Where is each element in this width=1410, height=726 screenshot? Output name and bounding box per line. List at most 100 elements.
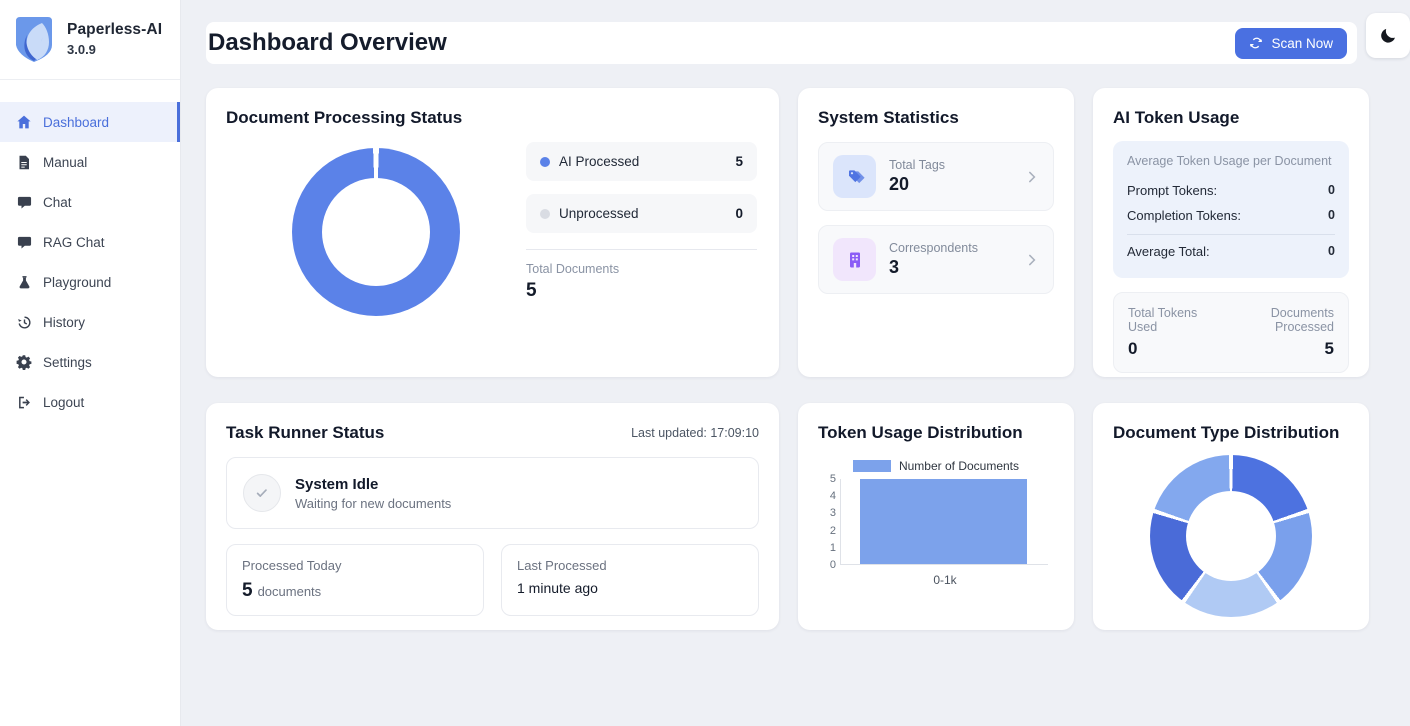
sidebar-item-playground[interactable]: Playground <box>0 262 180 302</box>
sidebar-item-dashboard[interactable]: Dashboard <box>0 102 180 142</box>
logout-icon <box>16 394 32 410</box>
last-processed-box: Last Processed 1 minute ago <box>501 544 759 616</box>
sidebar-item-chat[interactable]: Chat <box>0 182 180 222</box>
sidebar-item-history[interactable]: History <box>0 302 180 342</box>
kv-label: Average Total: <box>1127 244 1210 259</box>
flask-icon <box>16 274 32 290</box>
sidebar-item-label: Chat <box>43 194 72 210</box>
card-title: AI Token Usage <box>1113 108 1240 127</box>
sidebar-item-settings[interactable]: Settings <box>0 342 180 382</box>
total-tokens-used-value: 0 <box>1128 339 1138 358</box>
processed-today-value: 5 <box>242 580 253 601</box>
legend-label: AI Processed <box>559 154 640 169</box>
page-title: Dashboard Overview <box>208 29 447 56</box>
legend-swatch <box>852 460 891 472</box>
card-system-statistics: System Statistics Total Tags 20 Cor <box>798 88 1074 377</box>
average-token-usage-box: Average Token Usage per Document Prompt … <box>1113 141 1349 278</box>
kv-label: Prompt Tokens: <box>1127 183 1218 198</box>
document-status-donut-chart <box>292 148 460 316</box>
sidebar: Paperless-AI 3.0.9 Dashboard Manual Chat <box>0 0 181 726</box>
app-version: 3.0.9 <box>67 42 96 57</box>
card-title: System Statistics <box>818 108 959 127</box>
sidebar-item-label: Settings <box>43 354 92 370</box>
y-axis: 5 4 3 2 1 0 <box>822 473 840 571</box>
card-document-processing-status: Document Processing Status AI Processed … <box>206 88 779 377</box>
processed-today-box: Processed Today 5 documents <box>226 544 484 616</box>
average-total-row: Average Total: 0 <box>1127 234 1335 264</box>
refresh-icon <box>1249 36 1263 50</box>
sidebar-item-label: Dashboard <box>43 114 110 130</box>
legend-label: Unprocessed <box>559 206 639 221</box>
tags-icon <box>833 155 876 198</box>
donut-hole <box>1186 491 1276 581</box>
stat-label: Total Tags <box>889 158 946 172</box>
check-icon <box>243 474 281 512</box>
y-tick: 5 <box>829 473 836 485</box>
moon-icon <box>1379 26 1398 45</box>
legend-dot-gray <box>540 208 550 219</box>
documents-processed-label: Documents Processed <box>1270 306 1334 334</box>
kv-value: 0 <box>1328 208 1335 222</box>
system-idle-box: System Idle Waiting for new documents <box>226 457 759 529</box>
chat-bubble-icon <box>16 194 32 210</box>
divider <box>526 249 757 250</box>
card-task-runner-status: Task Runner Status Last updated: 17:09:1… <box>206 403 779 630</box>
y-tick: 4 <box>829 490 836 503</box>
card-title: Task Runner Status <box>226 423 385 442</box>
legend-item-ai-processed: AI Processed 5 <box>526 142 757 181</box>
gear-icon <box>16 354 32 370</box>
token-totals-box: Total Tokens Used 0 Documents Processed … <box>1113 292 1349 373</box>
sidebar-item-logout[interactable]: Logout <box>0 382 180 422</box>
card-document-type-distribution: Document Type Distribution <box>1093 403 1369 630</box>
sidebar-item-manual[interactable]: Manual <box>0 142 180 182</box>
card-title: Document Processing Status <box>226 108 463 127</box>
plot-area <box>840 479 1048 565</box>
leaf-shield-icon <box>12 15 56 63</box>
last-processed-label: Last Processed <box>517 558 607 573</box>
prompt-tokens-row: Prompt Tokens: 0 <box>1127 178 1335 203</box>
status-subtitle: Waiting for new documents <box>295 495 452 511</box>
sidebar-item-label: RAG Chat <box>43 234 105 250</box>
theme-toggle-button[interactable] <box>1366 13 1410 58</box>
sidebar-nav: Dashboard Manual Chat RAG Chat Playgroun… <box>0 80 180 422</box>
bar-chart-legend: Number of Documents <box>818 459 1054 473</box>
y-tick: 3 <box>829 507 836 520</box>
stat-label: Correspondents <box>889 241 978 255</box>
y-tick: 1 <box>829 541 836 554</box>
token-bar <box>859 479 1028 564</box>
kv-value: 0 <box>1328 183 1335 197</box>
sidebar-item-label: History <box>43 314 86 330</box>
scan-now-button[interactable]: Scan Now <box>1235 27 1347 59</box>
processed-today-unit: documents <box>257 584 322 599</box>
card-token-usage-distribution: Token Usage Distribution Number of Docum… <box>798 403 1074 630</box>
document-type-donut-chart <box>1150 455 1312 617</box>
stat-row-correspondents[interactable]: Correspondents 3 <box>818 225 1054 294</box>
processed-today-label: Processed Today <box>242 558 342 573</box>
app-logo-row: Paperless-AI 3.0.9 <box>0 0 180 80</box>
completion-tokens-row: Completion Tokens: 0 <box>1127 203 1335 228</box>
token-usage-bar-chart: 5 4 3 2 1 0 <box>818 473 1054 571</box>
home-icon <box>16 114 32 130</box>
page-header: Dashboard Overview Scan Now <box>206 22 1357 64</box>
stat-value: 3 <box>889 257 900 277</box>
stat-value: 20 <box>889 174 910 194</box>
stat-row-total-tags[interactable]: Total Tags 20 <box>818 142 1054 211</box>
total-documents-label: Total Documents <box>526 262 620 276</box>
card-ai-token-usage: AI Token Usage Average Token Usage per D… <box>1093 88 1369 377</box>
sidebar-item-label: Logout <box>43 394 85 410</box>
card-title: Token Usage Distribution <box>818 423 1023 442</box>
kv-label: Completion Tokens: <box>1127 208 1241 223</box>
kv-value: 0 <box>1328 244 1335 258</box>
total-documents-value: 5 <box>526 280 537 301</box>
y-tick: 0 <box>829 559 836 571</box>
history-icon <box>16 314 32 330</box>
legend-item-unprocessed: Unprocessed 0 <box>526 194 757 233</box>
last-updated-text: Last updated: 17:09:10 <box>631 426 759 440</box>
sidebar-item-rag-chat[interactable]: RAG Chat <box>0 222 180 262</box>
sidebar-item-label: Playground <box>43 274 112 290</box>
card-title: Document Type Distribution <box>1113 423 1340 442</box>
status-title: System Idle <box>295 475 379 493</box>
legend-dot-blue <box>540 156 550 167</box>
chevron-right-icon <box>1025 253 1039 267</box>
main-content: Dashboard Overview Scan Now Document Pro… <box>182 0 1410 630</box>
